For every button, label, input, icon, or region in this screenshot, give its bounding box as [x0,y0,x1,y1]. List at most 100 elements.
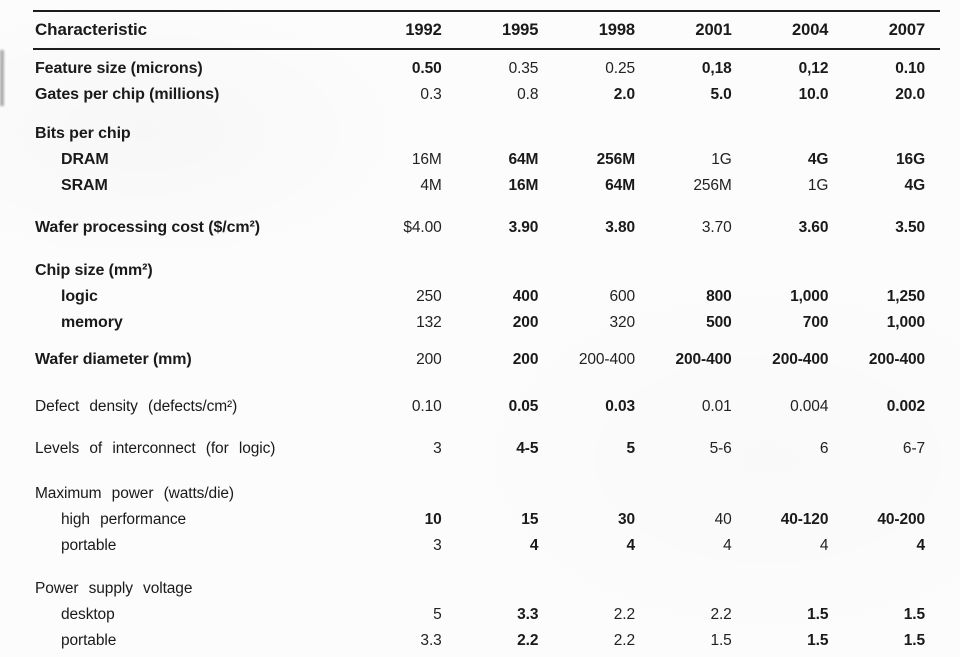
cell: 4 [723,537,732,554]
cell: 40-120 [780,511,829,528]
cell: 132 [416,314,442,331]
cell: 500 [706,314,732,331]
section-gap [0,373,960,394]
row-section-power-supply-voltage: Power supply voltage [0,576,960,602]
row-section-chip-size: Chip size (mm²) [0,258,960,284]
cell: 700 [802,314,829,331]
cell: 4 [626,537,636,554]
row-levels-of-interconnect: Levels of interconnect (for logic) 3 4-5… [0,436,960,462]
section-gap [0,199,960,215]
row-section-maximum-power: Maximum power (watts/die) [0,481,960,507]
row-section-bits-per-chip: Bits per chip [0,121,960,147]
cell: 6 [819,440,829,457]
section-label: Bits per chip [35,125,131,142]
row-label: portable [61,632,117,649]
row-label: DRAM [61,151,109,168]
cell: 200 [416,351,442,368]
cell: 0.002 [886,398,926,415]
row-label: portable [61,537,117,554]
cell: 4G [904,177,926,194]
cell: 600 [609,288,636,305]
row-label: desktop [61,606,115,623]
cell: 0.004 [790,398,829,415]
cell: 2.2 [613,632,636,649]
cell: 3.90 [508,219,539,236]
cell: 0.25 [605,60,636,77]
cell: 800 [706,288,732,305]
row-label: Gates per chip (millions) [35,86,220,103]
cell: 0.10 [411,398,442,415]
cell: 256M [693,177,732,194]
cell: 200 [512,314,539,331]
scan-artifact-streak [0,50,4,106]
header-year-1992: 1992 [405,20,442,39]
cell: 20.0 [895,86,926,103]
cell: 40 [714,511,732,528]
cell: 3 [433,537,442,554]
section-gap [0,559,960,576]
cell: 10.0 [798,86,829,103]
cell: 3.60 [798,219,829,236]
row-memory: memory 132 200 320 500 700 1,000 [0,310,960,336]
cell: 1.5 [807,606,829,623]
cell: 0.03 [605,398,636,415]
section-gap [0,336,960,347]
cell: 2.2 [613,606,636,623]
cell: 2.2 [710,606,732,623]
cell: 3.80 [605,219,636,236]
cell: $4.00 [403,219,442,236]
section-label: Power supply voltage [35,580,193,597]
cell: 200-400 [578,351,636,368]
row-label: SRAM [61,177,108,194]
cell: 1G [807,177,829,194]
cell: 1,000 [886,314,926,331]
cell: 16M [508,177,539,194]
cell: 0.50 [411,60,442,77]
row-label: Wafer diameter (mm) [35,351,192,368]
cell: 30 [617,511,636,528]
cell: 1.5 [903,632,926,649]
section-gap [0,420,960,436]
cell: 1.5 [903,606,926,623]
cell: 16G [896,151,926,168]
row-high-performance: high performance 10 15 30 40 40-120 40-2… [0,507,960,533]
row-portable-voltage: portable 3.3 2.2 2.2 1.5 1.5 1.5 [0,628,960,654]
cell: 4 [916,537,926,554]
cell: 2.0 [613,86,636,103]
row-desktop-voltage: desktop 5 3.3 2.2 2.2 1.5 1.5 [0,602,960,628]
cell: 3.3 [517,606,539,623]
cell: 4-5 [516,440,539,457]
header-year-2001: 2001 [695,20,732,39]
cell: 0.3 [420,86,442,103]
cell: 3.50 [895,219,926,236]
cell: 64M [605,177,636,194]
header-year-2004: 2004 [792,20,829,39]
row-label: Wafer processing cost ($/cm²) [35,219,261,236]
cell: 16M [411,151,442,168]
cell: 200 [512,351,539,368]
row-label: logic [61,288,98,305]
cell: 5-6 [709,440,732,457]
row-portable-power: portable 3 4 4 4 4 4 [0,533,960,559]
cell: 6-7 [902,440,926,457]
section-gap [0,108,960,121]
row-label: high performance [61,511,187,528]
cell: 400 [512,288,539,305]
row-feature-size: Feature size (microns) 0.50 0.35 0.25 0,… [0,56,960,82]
row-label: memory [61,314,123,331]
row-wafer-processing-cost: Wafer processing cost ($/cm²) $4.00 3.90… [0,215,960,241]
cell: 0.35 [508,60,539,77]
cell: 0.01 [701,398,732,415]
cell: 1G [711,151,732,168]
cell: 1,250 [886,288,926,305]
section-gap [0,462,960,481]
row-label: Levels of interconnect (for logic) [35,440,276,457]
cell: 200-400 [772,351,829,368]
cell: 5 [626,440,636,457]
row-gates-per-chip: Gates per chip (millions) 0.3 0.8 2.0 5.… [0,82,960,108]
cell: 200-400 [868,351,926,368]
table-header-row: Characteristic 1992 1995 1998 2001 2004 … [33,10,940,50]
cell: 0.10 [895,60,926,77]
row-sram: SRAM 4M 16M 64M 256M 1G 4G [0,173,960,199]
